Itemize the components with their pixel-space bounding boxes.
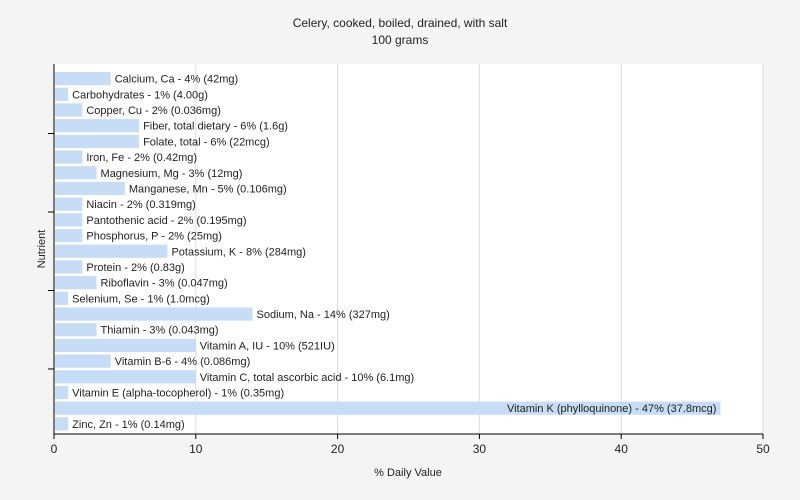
bar-label: Pantothenic acid - 2% (0.195mg): [86, 215, 246, 227]
bar-label: Thiamin - 3% (0.043mg): [101, 325, 219, 337]
x-tick-label: 20: [331, 442, 345, 456]
bar-label: Manganese, Mn - 5% (0.106mg): [129, 183, 287, 195]
grid-lines: [195, 64, 764, 434]
bar-label: Vitamin E (alpha-tocopherol) - 1% (0.35m…: [72, 388, 284, 400]
bar-label: Niacin - 2% (0.319mg): [86, 199, 195, 211]
bar: [55, 260, 83, 274]
x-tick-label: 0: [51, 442, 58, 456]
bar-label: Vitamin K (phylloquinone) - 47% (37.8mcg…: [507, 403, 717, 415]
bar: [55, 338, 196, 353]
bar: [55, 417, 69, 431]
bar: [55, 307, 253, 321]
bar-label: Carbohydrates - 1% (4.00g): [72, 89, 208, 101]
x-axis-label: % Daily Value: [374, 467, 442, 479]
bar: [55, 103, 83, 117]
bar: [55, 166, 97, 180]
bar-label: Vitamin A, IU - 10% (521IU): [200, 340, 335, 352]
bar-label: Protein - 2% (0.83g): [86, 262, 184, 274]
bar-label: Phosphorus, P - 2% (25mg): [86, 231, 222, 243]
chart-subtitle: 100 grams: [372, 33, 429, 47]
y-axis-label: Nutrient: [36, 230, 48, 269]
bars: [55, 72, 721, 431]
bar-label: Fiber, total dietary - 6% (1.6g): [143, 121, 288, 133]
bar: [55, 213, 83, 227]
bar-label: Potassium, K - 8% (284mg): [171, 246, 306, 258]
chart-title: Celery, cooked, boiled, drained, with sa…: [293, 16, 508, 30]
bar-labels: Calcium, Ca - 4% (42mg) Carbohydrates - 1…: [72, 74, 716, 431]
x-tick-label: 30: [473, 442, 487, 456]
x-tick-label: 50: [756, 442, 770, 456]
bar-label: Zinc, Zn - 1% (0.14mg): [72, 419, 184, 431]
bar: [55, 370, 196, 384]
bar: [55, 401, 721, 415]
y-axis-ticks: [48, 133, 54, 370]
bar: [55, 228, 83, 243]
bar-label: Vitamin C, total ascorbic acid - 10% (6.…: [200, 372, 414, 384]
bar-label: Vitamin B-6 - 4% (0.086mg): [115, 356, 251, 368]
bar: [55, 87, 69, 101]
bar: [55, 72, 111, 86]
bar: [55, 197, 83, 211]
bar: [55, 244, 168, 258]
bar-label: Folate, total - 6% (22mcg): [143, 136, 270, 148]
bar: [55, 323, 97, 337]
bar: [55, 134, 140, 148]
bar-label: Riboflavin - 3% (0.047mg): [101, 278, 228, 290]
bar: [55, 385, 69, 400]
bar: [55, 119, 140, 133]
x-axis-ticks: 0 10 20 30 40 50: [51, 434, 770, 456]
bar: [55, 276, 97, 290]
bar-label: Copper, Cu - 2% (0.036mg): [86, 105, 221, 117]
bar-label: Calcium, Ca - 4% (42mg): [115, 74, 238, 86]
bar: [55, 354, 111, 368]
bar-label: Iron, Fe - 2% (0.42mg): [86, 152, 197, 164]
bar: [55, 291, 69, 305]
bar: [55, 181, 125, 196]
x-tick-label: 40: [615, 442, 629, 456]
bar: [55, 150, 83, 164]
bar-label: Selenium, Se - 1% (1.0mcg): [72, 293, 210, 305]
x-tick-label: 10: [189, 442, 203, 456]
bar-label: Magnesium, Mg - 3% (12mg): [101, 168, 243, 180]
bar-label: Sodium, Na - 14% (327mg): [257, 309, 390, 321]
